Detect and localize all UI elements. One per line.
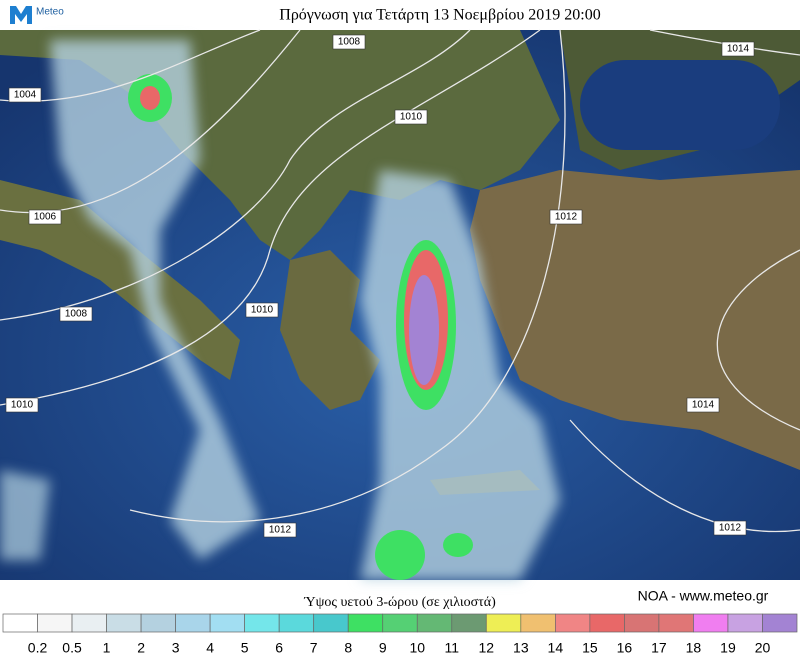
- colorbar-label: 14: [548, 640, 564, 656]
- color-box: [554, 613, 591, 633]
- color-box: [175, 613, 211, 633]
- isobar-label: 1014: [692, 400, 715, 411]
- colorbar-label: 9: [379, 640, 387, 656]
- colorbar-label: 19: [720, 640, 736, 656]
- colorbar-label: 20: [755, 640, 771, 656]
- isobar-label: 1010: [251, 305, 274, 316]
- map: 1008 1014 1004 1010 1006 1012 1008 1010 …: [0, 29, 800, 580]
- color-box: [347, 613, 384, 633]
- color-box: [244, 613, 280, 633]
- logo-icon: [10, 6, 32, 24]
- colorbar-label: 18: [686, 640, 702, 656]
- color-box: [71, 613, 107, 633]
- color-box: [140, 613, 176, 633]
- color-box: [520, 613, 556, 633]
- credit: NOA - www.meteo.gr: [638, 588, 769, 604]
- colorbar-label: 0.5: [62, 640, 82, 656]
- isobar-label: 1012: [719, 523, 742, 534]
- legend-title: Ύψος υετού 3-ώρου (σε χιλιοστά): [303, 595, 496, 610]
- color-box: [727, 613, 763, 633]
- color-box: [106, 613, 142, 633]
- colorbar-label: 8: [344, 640, 352, 656]
- isobar-label: 1004: [14, 90, 37, 101]
- colorbar-label: 16: [617, 640, 633, 656]
- title: Πρόγνωση για Τετάρτη 13 Νοεμβρίου 2019 2…: [279, 7, 600, 24]
- isobar-labels: 1008 1014 1004 1010 1006 1012 1008 1010 …: [5, 34, 755, 538]
- isobar-label: 1006: [34, 212, 57, 223]
- colorbar-label: 15: [582, 640, 598, 656]
- colorbar-label: 1: [103, 640, 111, 656]
- color-box: [485, 613, 522, 633]
- isobar-label: 1010: [400, 112, 423, 123]
- isobar-label: 1012: [269, 525, 292, 536]
- isobar-label: 1012: [555, 212, 578, 223]
- isobar-label: 1014: [727, 44, 750, 55]
- logo: Meteo: [36, 7, 64, 18]
- isobar-label: 1008: [338, 37, 361, 48]
- color-box: [451, 613, 487, 633]
- colorbar-label: 2: [137, 640, 145, 656]
- color-box: [2, 613, 38, 633]
- colorbar-label: 17: [651, 640, 667, 656]
- color-box: [762, 613, 798, 633]
- color-box: [624, 613, 660, 633]
- isobar-label: 1008: [65, 309, 88, 320]
- colorbar-label: 13: [513, 640, 529, 656]
- colorbar-label: 5: [241, 640, 249, 656]
- colorbar-label: 4: [206, 640, 214, 656]
- color-box: [313, 613, 349, 633]
- colorbar-label: 7: [310, 640, 318, 656]
- colorbar-label: 3: [172, 640, 180, 656]
- color-box: [382, 613, 418, 633]
- legend: Ύψος υετού 3-ώρου (σε χιλιοστά) NOA - ww…: [2, 588, 798, 656]
- header: Meteo Πρόγνωση για Τετάρτη 13 Νοεμβρίου …: [10, 6, 601, 24]
- color-box: [693, 613, 729, 633]
- isobar-label: 1010: [11, 400, 34, 411]
- colorbar-label: 10: [409, 640, 425, 656]
- color-box: [278, 613, 315, 633]
- color-box: [658, 613, 694, 633]
- color-box: [209, 613, 246, 633]
- color-box: [37, 613, 73, 633]
- colorbar-label: 6: [275, 640, 283, 656]
- color-box: [589, 613, 625, 633]
- colorbar-label: 0.2: [28, 640, 48, 656]
- colorbar-label: 11: [445, 640, 460, 656]
- colorbar-label: 12: [479, 640, 495, 656]
- color-box: [416, 613, 453, 633]
